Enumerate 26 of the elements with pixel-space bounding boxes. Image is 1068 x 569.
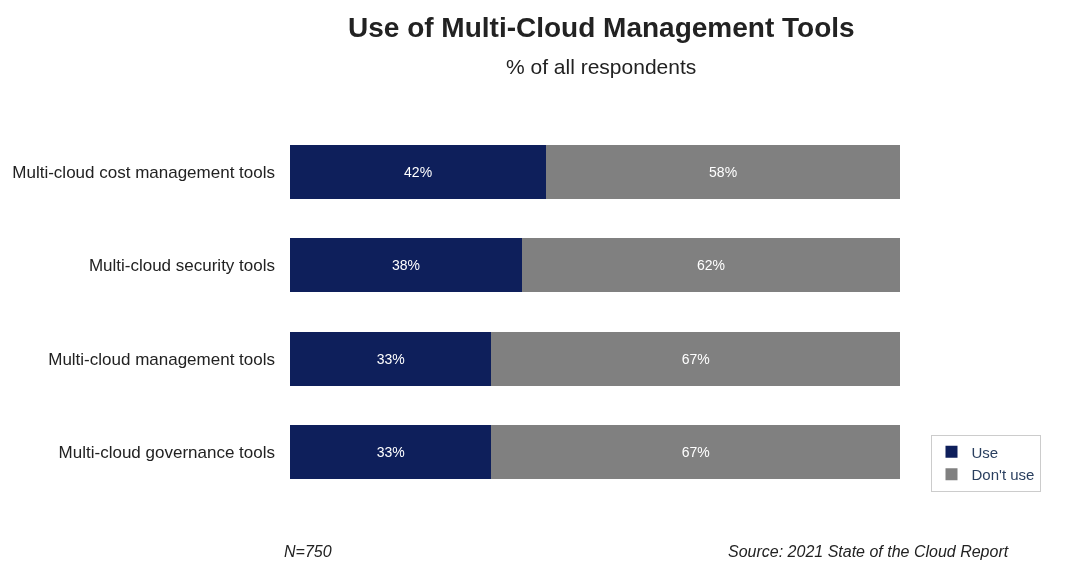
data-label: 33% (376, 444, 405, 461)
data-label: 67% (681, 350, 710, 367)
bar (546, 144, 900, 199)
y-tick-label: Multi-cloud security tools (88, 256, 275, 276)
text: N=750 (284, 543, 332, 560)
y-tick-label: Multi-cloud governance tools (58, 443, 275, 463)
chart-subtitle: % of all respondents (506, 55, 697, 78)
bar (290, 144, 547, 199)
chart-title: Use of Multi-Cloud Management Tools (348, 12, 855, 43)
data-label: 42% (404, 163, 433, 180)
bar (290, 238, 522, 293)
y-tick-label: Multi-cloud management tools (48, 349, 275, 369)
data-label: 38% (391, 257, 420, 274)
bar (290, 331, 492, 386)
data-label: 62% (696, 257, 725, 274)
bar (521, 238, 900, 293)
legend-label: Use (971, 443, 999, 461)
data-label: 67% (681, 444, 710, 461)
legend-label: Don't use (971, 466, 1035, 484)
data-label: 33% (376, 350, 405, 367)
y-tick-label: Multi-cloud cost management tools (12, 162, 275, 182)
bar (290, 425, 492, 480)
bar (491, 425, 900, 480)
bar (491, 331, 900, 386)
data-label: 58% (709, 163, 738, 180)
source-note: Source: 2021 State of the Cloud Report (728, 543, 1009, 560)
